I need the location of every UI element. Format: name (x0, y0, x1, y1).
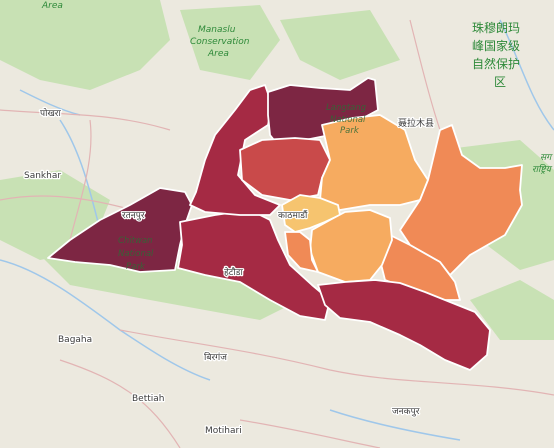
label-bettiah: Bettiah (132, 394, 165, 404)
roads (0, 19, 554, 448)
label-qomolangma-3: 自然保护 (472, 56, 520, 71)
label-hetauda: हेटौडा (224, 266, 243, 278)
label-qomolangma-2: 峰国家级 (472, 38, 520, 53)
label-chitwan-3: Park (126, 262, 146, 272)
district-dolakha[interactable] (399, 124, 523, 276)
label-langtang-2: National (330, 115, 366, 125)
label-bagaha: Bagaha (58, 335, 92, 345)
label-langtang-3: Park (340, 126, 360, 136)
label-sankhar: Sankhar (24, 171, 61, 181)
label-langtang-1: Langtang (326, 103, 367, 113)
label-motihari: Motihari (205, 426, 242, 436)
label-nyalam: 聂拉木县 (398, 117, 434, 129)
label-area-top: Area (41, 1, 63, 11)
label-qomolangma-1: 珠穆朗玛 (472, 20, 520, 35)
district-sindhuli[interactable] (317, 279, 491, 371)
district-dhading[interactable] (189, 84, 281, 216)
label-birgunj: बिरगंज (204, 351, 227, 363)
label-chitwan-1: Chitwan (118, 236, 153, 246)
rivers (0, 19, 554, 441)
label-janakpur: जनकपुर (392, 407, 420, 417)
label-manaslu-3: Area (207, 49, 229, 59)
label-sagarmatha-1: सग (540, 153, 553, 163)
label-qomolangma-4: 区 (494, 75, 506, 89)
map-labels: Area Manaslu Conservation Area पोखरा San… (23, 1, 553, 437)
choropleth-districts (47, 77, 523, 371)
label-kathmandu: काठमाडौं (278, 209, 308, 221)
label-manaslu-1: Manaslu (198, 25, 236, 35)
label-chitwan-town: रतनपुर (122, 211, 145, 221)
label-manaslu-2: Conservation (190, 37, 250, 47)
district-west-chitwan[interactable] (47, 187, 193, 273)
district-sindhupalchok[interactable] (319, 114, 429, 211)
label-chitwan-2: National (118, 249, 154, 259)
label-pokhara: पोखरा (40, 107, 61, 119)
label-sagarmatha-2: राष्ट्रिय (532, 163, 553, 175)
district-kavre-west[interactable] (284, 231, 319, 273)
